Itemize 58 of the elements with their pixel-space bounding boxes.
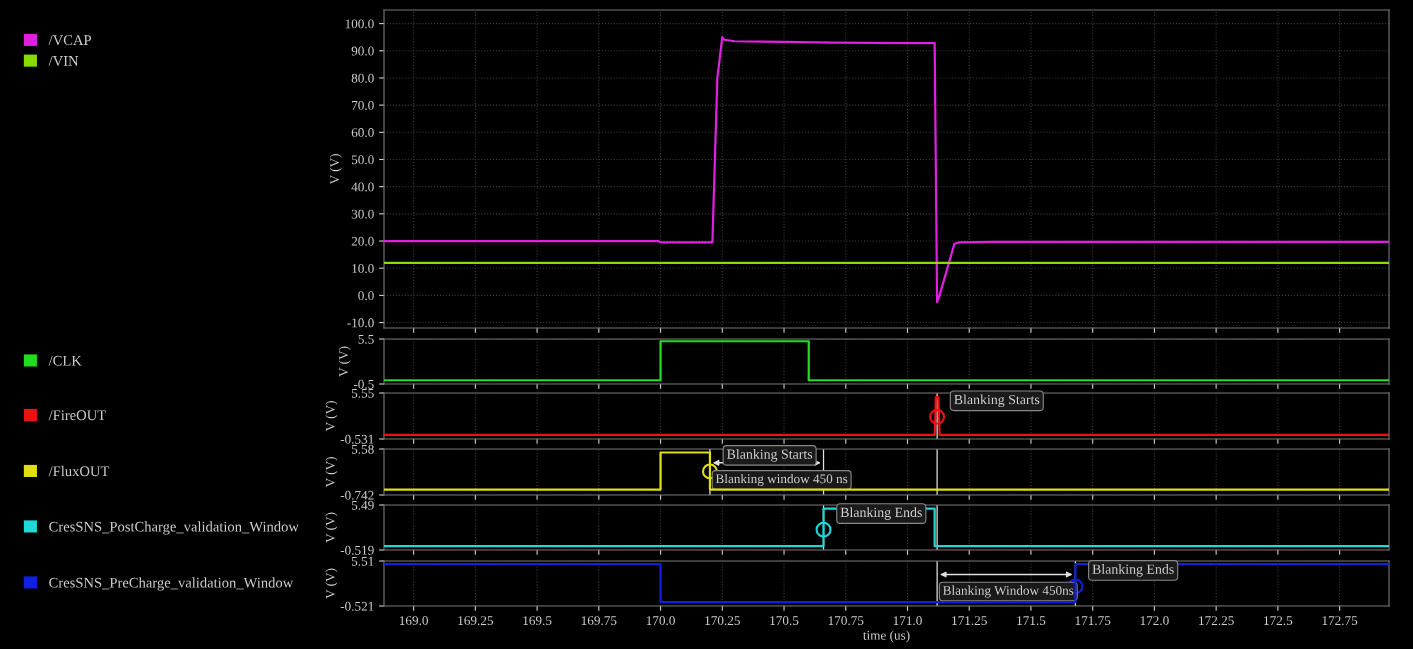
annotation: Blanking Window 450ns [943, 585, 1074, 598]
y-tick-label: 80.0 [351, 73, 374, 83]
legend-label: CresSNS_PreCharge_validation_Window [49, 577, 294, 591]
y-tick-label: -0.519 [340, 545, 374, 555]
x-tick-label: 170.25 [705, 616, 740, 626]
y-tick-label: 5.49 [351, 500, 374, 510]
y-axis-title: V (V) [325, 568, 338, 599]
y-tick-label: 5.58 [351, 444, 374, 454]
x-tick-label: 172.75 [1322, 616, 1358, 626]
x-tick-label: 170.75 [828, 616, 864, 626]
x-tick-label: 170.0 [646, 616, 675, 626]
y-tick-label: 100.0 [345, 19, 374, 29]
annotation: Blanking Ends [840, 507, 922, 520]
x-tick-label: 172.25 [1199, 616, 1234, 626]
annotation: Blanking window 450 ns [715, 473, 848, 486]
y-tick-label: 60.0 [351, 128, 374, 138]
y-tick-label: 5.55 [351, 388, 374, 398]
y-tick-label: 20.0 [351, 236, 374, 246]
y-tick-label: -0.5 [353, 379, 374, 389]
x-tick-label: 169.5 [523, 616, 552, 626]
x-tick-label: 172.0 [1140, 616, 1169, 626]
y-tick-label: -0.531 [340, 434, 374, 444]
y-tick-label: 70.0 [352, 100, 374, 110]
x-tick-label: 171.5 [1017, 616, 1046, 626]
legend-label: /VIN [48, 56, 79, 66]
x-tick-label: 172.5 [1264, 616, 1293, 626]
x-tick-label: 169.25 [458, 616, 493, 626]
y-axis-title: V (V) [329, 154, 342, 185]
x-tick-label: 171.75 [1075, 616, 1111, 626]
x-tick-label: 171.25 [952, 616, 987, 626]
y-axis-title: V (V) [325, 457, 338, 488]
x-tick-label: 170.5 [770, 616, 799, 626]
x-tick-label: 171.0 [893, 616, 922, 626]
y-tick-label: -10.0 [347, 318, 374, 328]
y-tick-label: 90.0 [351, 46, 374, 56]
y-tick-label: 50.0 [351, 155, 374, 165]
y-tick-label: -0.521 [340, 601, 374, 611]
y-tick-label: 30.0 [351, 209, 374, 219]
y-tick-label: 40.0 [351, 182, 374, 192]
annotation: Blanking Starts [954, 394, 1040, 408]
legend-label: /FireOUT [48, 410, 106, 421]
y-tick-label: 0.0 [358, 291, 374, 301]
y-tick-label: 5.51 [351, 556, 374, 566]
x-tick-label: 169.75 [581, 616, 617, 626]
annotation: Blanking Starts [727, 449, 813, 462]
x-tick-label: 169.0 [399, 616, 428, 626]
legend-label: /VCAP [48, 35, 91, 46]
y-tick-label: -0.742 [340, 490, 374, 500]
y-tick-label: 10.0 [352, 264, 374, 273]
y-axis-title: V (V) [325, 401, 338, 432]
x-axis-title: time (us) [863, 630, 910, 643]
y-tick-label: 5.5 [358, 334, 374, 344]
annotation: Blanking Ends [1092, 564, 1174, 577]
legend-label: /FluxOUT [48, 465, 110, 477]
legend-label: /CLK [48, 355, 82, 366]
legend-label: CresSNS_PostCharge_validation_Window [49, 521, 299, 535]
y-axis-title: V (V) [338, 346, 351, 377]
y-axis-title: V (V) [325, 512, 338, 543]
